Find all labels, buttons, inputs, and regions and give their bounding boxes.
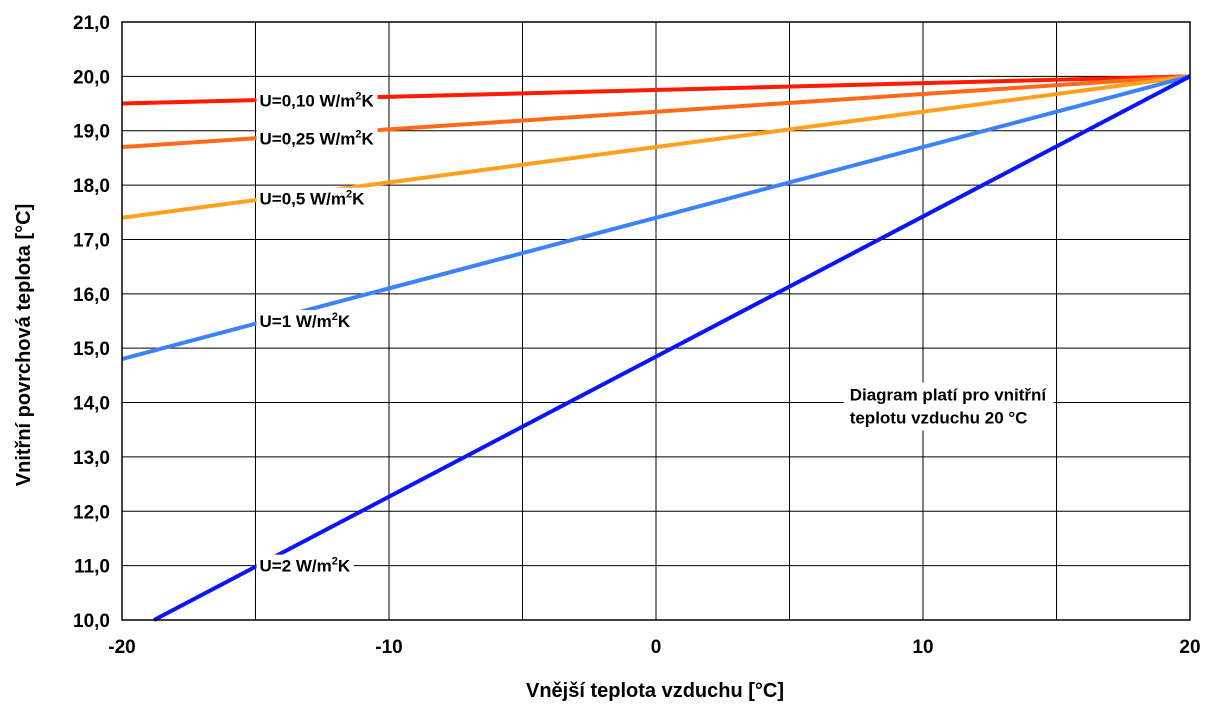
y-tick-label: 19,0 bbox=[73, 122, 110, 143]
series-label-bg bbox=[256, 310, 354, 332]
series-line-5 bbox=[153, 74, 1191, 622]
series-label-unit: K bbox=[362, 91, 375, 110]
x-axis-title: Vnější teplota vzduchu [°C] bbox=[526, 680, 784, 702]
y-tick-label: 14,0 bbox=[73, 394, 110, 415]
series-label-4: U=1 W/m2K bbox=[256, 310, 354, 332]
y-axis-title: Vnitřní povrchová teplota [°C] bbox=[13, 204, 35, 486]
x-tick-label: -20 bbox=[108, 637, 135, 658]
x-tick-label: 0 bbox=[651, 637, 662, 658]
series-label-1: U=0,10 W/m2K bbox=[256, 89, 378, 112]
series-label-main: U=2 W/m bbox=[260, 557, 332, 576]
series-label-bg bbox=[256, 89, 378, 112]
x-tick-label: 10 bbox=[912, 637, 933, 658]
plot-frame bbox=[121, 21, 1191, 621]
annotation-line-1: Diagram platí pro vnitřní bbox=[850, 386, 1048, 405]
series-label-superscript: 2 bbox=[332, 556, 338, 568]
y-tick-label: 17,0 bbox=[73, 230, 110, 251]
y-tick-label: 15,0 bbox=[73, 339, 110, 360]
series-label-main: U=1 W/m bbox=[260, 312, 332, 331]
series-label-3: U=0,5 W/m2K bbox=[256, 187, 369, 210]
x-tick-label: -10 bbox=[375, 637, 402, 658]
series-label-superscript: 2 bbox=[346, 189, 352, 201]
series-label-5: U=2 W/m2K bbox=[256, 554, 354, 577]
y-tick-label: 20,0 bbox=[73, 67, 110, 88]
series-label-main: U=0,10 W/m bbox=[260, 91, 356, 110]
series-label-unit: K bbox=[362, 129, 375, 148]
series-label-text: U=2 W/m2K bbox=[260, 556, 351, 576]
annotation: Diagram platí pro vnitřní teplotu vzduchu… bbox=[843, 382, 1054, 431]
series-label-bg bbox=[256, 554, 354, 577]
y-tick-label: 16,0 bbox=[73, 285, 110, 306]
y-tick-label: 10,0 bbox=[73, 611, 110, 632]
y-tick-label: 18,0 bbox=[73, 176, 110, 197]
y-tick-label: 13,0 bbox=[73, 448, 110, 469]
series-label-text: U=0,10 W/m2K bbox=[260, 90, 375, 110]
annotation-bg bbox=[843, 382, 1054, 431]
series-label-superscript: 2 bbox=[332, 311, 338, 323]
series-label-text: U=0,25 W/m2K bbox=[260, 128, 375, 148]
series-label-main: U=0,25 W/m bbox=[260, 129, 356, 148]
series-label-bg bbox=[256, 187, 369, 210]
axis-layer: 10,0 11,0 12,0 13,0 14,0 15,0 16,0 17,0 18,0 19,0… bbox=[73, 13, 1201, 658]
series-label-unit: K bbox=[338, 557, 351, 576]
annotation-line-2: teplotu vzduchu 20 °C bbox=[850, 409, 1028, 428]
x-tick-label: 20 bbox=[1179, 637, 1200, 658]
series-label-unit: K bbox=[338, 312, 351, 331]
series-label-main: U=0,5 W/m bbox=[260, 190, 346, 209]
series-label-unit: K bbox=[352, 190, 365, 209]
series-label-superscript: 2 bbox=[355, 128, 361, 140]
y-tick-label: 11,0 bbox=[74, 557, 110, 578]
y-tick-label: 21,0 bbox=[73, 13, 110, 34]
series-label-text: U=0,5 W/m2K bbox=[260, 189, 366, 209]
series-label-bg bbox=[256, 127, 378, 150]
series-label-2: U=0,25 W/m2K bbox=[256, 127, 378, 150]
series-label-superscript: 2 bbox=[355, 90, 361, 102]
y-tick-label: 12,0 bbox=[73, 502, 110, 523]
series-label-text: U=1 W/m2K bbox=[260, 311, 351, 331]
